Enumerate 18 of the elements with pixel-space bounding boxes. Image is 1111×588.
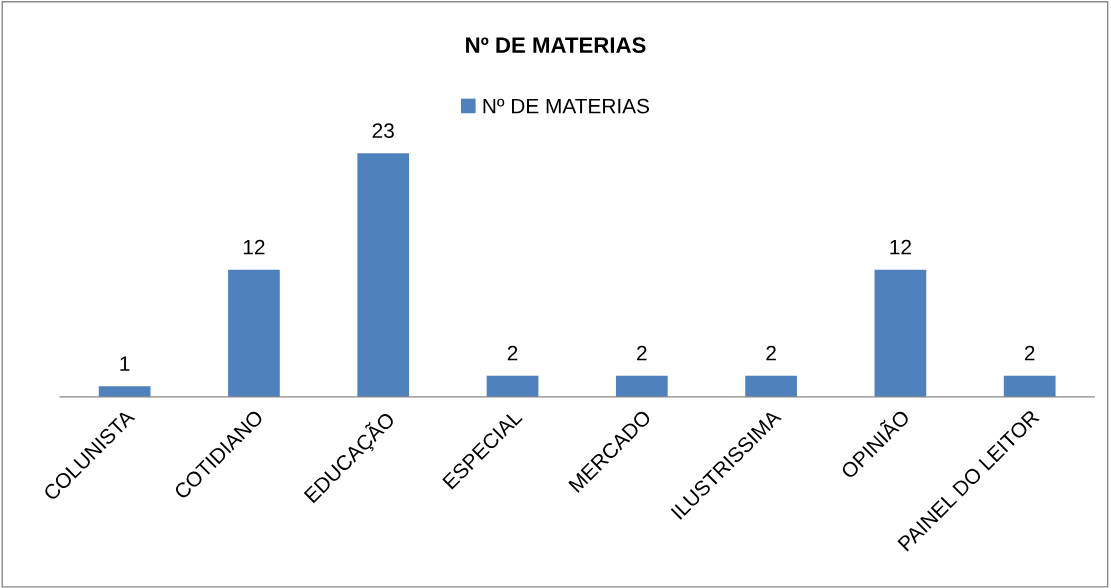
bar xyxy=(486,375,539,397)
bar xyxy=(745,375,797,397)
legend-label: Nº DE MATERIAS xyxy=(483,98,650,114)
data-label: 12 xyxy=(890,239,911,255)
bar xyxy=(228,269,280,397)
data-label: 12 xyxy=(243,239,265,255)
data-label: 2 xyxy=(507,345,518,361)
data-label: 23 xyxy=(372,123,394,139)
bar xyxy=(1003,375,1056,397)
bar xyxy=(357,153,410,397)
data-label: 2 xyxy=(637,345,647,361)
data-label: 1 xyxy=(120,356,130,371)
bar xyxy=(98,386,151,397)
data-label: 2 xyxy=(766,345,776,361)
chart-title: Nº DE MATERIAS xyxy=(466,37,646,54)
bar xyxy=(874,269,927,397)
bar xyxy=(615,375,668,397)
data-label: 2 xyxy=(1024,345,1035,361)
